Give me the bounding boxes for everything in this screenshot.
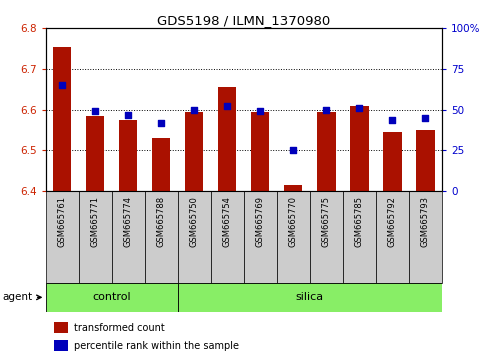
- Text: GSM665793: GSM665793: [421, 196, 430, 247]
- Bar: [53, 47, 71, 191]
- Text: GSM665792: GSM665792: [388, 196, 397, 247]
- Bar: [185, 112, 203, 191]
- Text: GSM665775: GSM665775: [322, 196, 331, 247]
- Text: silica: silica: [296, 292, 324, 302]
- Bar: [211, 191, 244, 283]
- Bar: [409, 191, 442, 283]
- Text: agent: agent: [2, 292, 32, 302]
- Bar: [317, 112, 336, 191]
- Text: GSM665750: GSM665750: [190, 196, 199, 247]
- Text: control: control: [93, 292, 131, 302]
- Bar: [350, 105, 369, 191]
- Bar: [152, 138, 170, 191]
- Point: [256, 109, 264, 114]
- Text: GSM665769: GSM665769: [256, 196, 265, 247]
- Text: transformed count: transformed count: [73, 323, 164, 333]
- Bar: [178, 283, 442, 312]
- Bar: [54, 340, 68, 351]
- Point: [355, 105, 363, 111]
- Bar: [86, 116, 104, 191]
- Text: GSM665761: GSM665761: [58, 196, 67, 247]
- Point: [323, 107, 330, 113]
- Point: [125, 112, 132, 118]
- Text: GSM665785: GSM665785: [355, 196, 364, 247]
- Title: GDS5198 / ILMN_1370980: GDS5198 / ILMN_1370980: [157, 14, 330, 27]
- Bar: [277, 191, 310, 283]
- Bar: [251, 112, 270, 191]
- Bar: [119, 120, 138, 191]
- Text: percentile rank within the sample: percentile rank within the sample: [73, 341, 239, 350]
- Bar: [416, 130, 435, 191]
- Text: GSM665774: GSM665774: [124, 196, 133, 247]
- Bar: [310, 191, 343, 283]
- Point: [91, 109, 99, 114]
- Text: GSM665771: GSM665771: [91, 196, 100, 247]
- Text: GSM665770: GSM665770: [289, 196, 298, 247]
- Bar: [145, 191, 178, 283]
- Bar: [79, 191, 112, 283]
- Point: [422, 115, 429, 121]
- Bar: [112, 191, 145, 283]
- Bar: [218, 87, 237, 191]
- Bar: [46, 191, 79, 283]
- Point: [388, 117, 396, 122]
- Bar: [343, 191, 376, 283]
- Point: [58, 82, 66, 88]
- Point: [224, 104, 231, 109]
- Bar: [46, 283, 178, 312]
- Point: [289, 148, 297, 153]
- Bar: [54, 322, 68, 333]
- Point: [157, 120, 165, 126]
- Bar: [244, 191, 277, 283]
- Bar: [284, 185, 302, 191]
- Bar: [384, 132, 401, 191]
- Text: GSM665754: GSM665754: [223, 196, 232, 247]
- Bar: [376, 191, 409, 283]
- Point: [190, 107, 198, 113]
- Text: GSM665788: GSM665788: [157, 196, 166, 247]
- Bar: [178, 191, 211, 283]
